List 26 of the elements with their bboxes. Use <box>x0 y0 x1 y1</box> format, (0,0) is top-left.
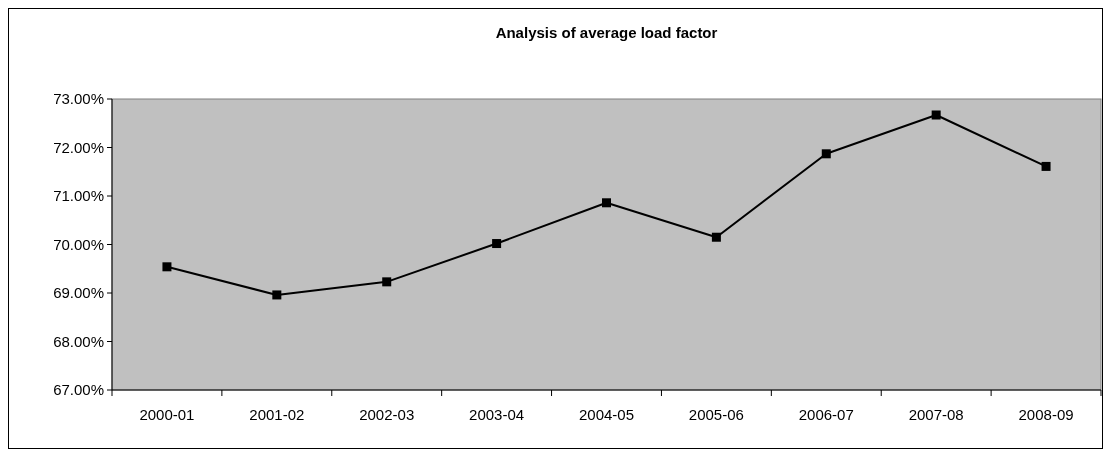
x-tick-label: 2008-09 <box>1018 406 1074 423</box>
x-tick-label: 2000-01 <box>139 406 195 423</box>
y-tick-label: 70.00% <box>53 235 104 253</box>
point <box>711 232 721 242</box>
y-tick-label: 67.00% <box>53 381 104 399</box>
y-tick-label: 72.00% <box>53 138 104 156</box>
chart-title: Analysis of average load factor <box>495 24 718 41</box>
x-tick-label: 2003-04 <box>469 406 525 423</box>
point <box>272 290 282 300</box>
x-tick-label: 2006-07 <box>798 406 854 423</box>
x-tick-label: 2004-05 <box>578 406 635 423</box>
point <box>821 149 831 159</box>
point <box>162 262 172 272</box>
y-tick-label: 71.00% <box>53 187 104 205</box>
y-tick-label: 69.00% <box>53 284 104 302</box>
point <box>1041 161 1051 171</box>
y-tick-label: 68.00% <box>53 332 104 350</box>
point <box>492 239 502 249</box>
y-tick-label: 73.00% <box>53 90 104 108</box>
x-tick-label: 2002-03 <box>359 406 415 423</box>
point <box>931 110 941 120</box>
point <box>382 277 392 287</box>
x-tick-label: 2005-06 <box>688 406 744 423</box>
x-tick-label: 2007-08 <box>908 406 964 423</box>
x-tick-label: 2001-02 <box>249 406 305 423</box>
point <box>602 198 611 208</box>
